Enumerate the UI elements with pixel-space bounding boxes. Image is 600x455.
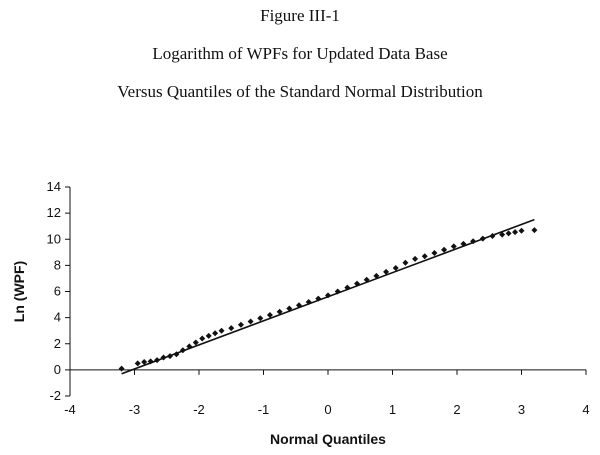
data-point (237, 321, 244, 328)
x-tick-label: 1 (389, 402, 396, 417)
x-tick-label: 0 (324, 402, 331, 417)
data-point (421, 253, 428, 260)
y-tick-label: 14 (47, 179, 61, 194)
fitted-line (121, 218, 535, 375)
x-tick-label: 3 (518, 402, 525, 417)
data-point (392, 264, 399, 271)
x-tick-label: -1 (258, 402, 270, 417)
chart-title-line-1: Logarithm of WPFs for Updated Data Base (152, 44, 448, 63)
data-point (276, 308, 283, 315)
data-point (266, 312, 273, 319)
x-tick-label: 4 (582, 402, 589, 417)
x-tick-label: -3 (129, 402, 141, 417)
data-point (205, 332, 212, 339)
data-point (212, 330, 219, 337)
data-point (134, 360, 141, 367)
data-point (431, 249, 438, 256)
y-tick-label: 12 (47, 205, 61, 220)
y-tick-label: -2 (49, 388, 61, 403)
data-point (512, 229, 519, 236)
figure-label: Figure III-1 (260, 6, 340, 25)
data-point (499, 231, 506, 238)
y-tick-label: 10 (47, 231, 61, 246)
y-tick-label: 6 (54, 284, 61, 299)
data-point (383, 268, 390, 275)
data-point (199, 335, 206, 342)
data-point (531, 227, 538, 234)
x-tick-label: -4 (64, 402, 76, 417)
data-point (518, 227, 525, 234)
y-tick-label: 8 (54, 257, 61, 272)
x-tick-label: 2 (453, 402, 460, 417)
data-point (402, 259, 409, 266)
y-tick-label: 2 (54, 336, 61, 351)
y-axis-title: Ln (WPF) (11, 261, 27, 322)
data-point (228, 325, 235, 332)
data-series (118, 218, 538, 375)
x-tick-label: -2 (193, 402, 205, 417)
data-point (118, 365, 125, 372)
data-point (450, 243, 457, 250)
data-point (218, 327, 225, 334)
data-point (257, 315, 264, 322)
data-point (192, 339, 199, 346)
tick-marks (65, 186, 587, 397)
chart-title-line-2: Versus Quantiles of the Standard Normal … (117, 82, 483, 101)
data-point (412, 255, 419, 262)
x-axis-title: Normal Quantiles (270, 431, 386, 447)
y-tick-label: 4 (54, 310, 61, 325)
data-point (505, 230, 512, 237)
y-tick-label: 0 (54, 362, 61, 377)
data-point (141, 359, 148, 366)
data-point (247, 318, 254, 325)
data-point (441, 246, 448, 253)
